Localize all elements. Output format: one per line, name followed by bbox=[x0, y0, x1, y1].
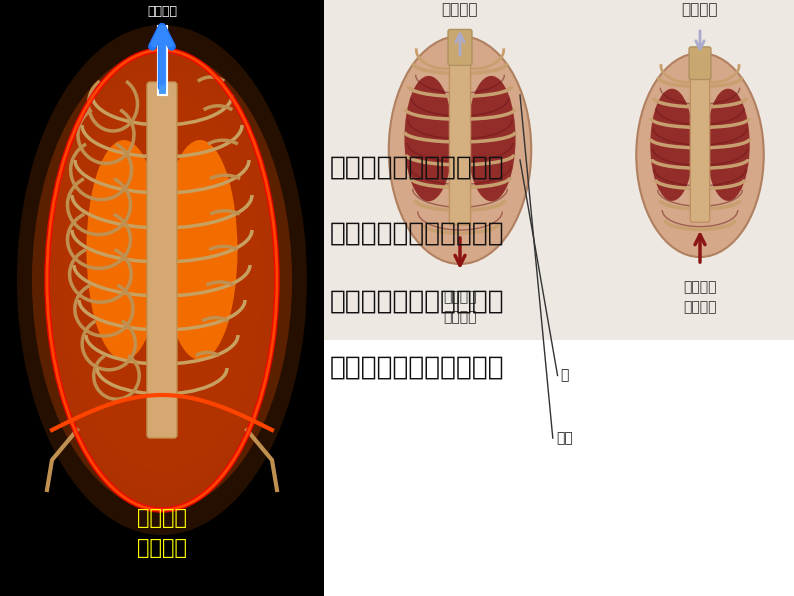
Text: 膈肌舒张: 膈肌舒张 bbox=[137, 508, 187, 528]
FancyBboxPatch shape bbox=[449, 57, 471, 225]
Ellipse shape bbox=[32, 50, 292, 510]
Ellipse shape bbox=[707, 89, 750, 201]
Ellipse shape bbox=[47, 70, 277, 490]
FancyBboxPatch shape bbox=[690, 72, 710, 222]
Bar bbox=[324, 0, 794, 596]
Ellipse shape bbox=[404, 76, 453, 201]
Ellipse shape bbox=[62, 90, 262, 470]
Ellipse shape bbox=[87, 140, 161, 360]
Ellipse shape bbox=[636, 53, 764, 257]
Text: 膈肌收缩: 膈肌收缩 bbox=[443, 290, 476, 304]
Text: 呼气：膈肌舒张，膈顶部: 呼气：膈肌舒张，膈顶部 bbox=[330, 221, 504, 247]
Text: 下降，胸廓上下径增大。: 下降，胸廓上下径增大。 bbox=[330, 289, 504, 315]
Ellipse shape bbox=[17, 25, 307, 535]
Text: 肋骨: 肋骨 bbox=[556, 431, 572, 445]
Ellipse shape bbox=[47, 50, 277, 510]
Text: 膈肌舒张: 膈肌舒张 bbox=[684, 280, 717, 294]
Text: 呼出气体: 呼出气体 bbox=[147, 5, 177, 18]
Text: 位置上升: 位置上升 bbox=[684, 300, 717, 314]
Text: 肺: 肺 bbox=[561, 368, 569, 383]
FancyBboxPatch shape bbox=[147, 82, 177, 438]
FancyBboxPatch shape bbox=[689, 47, 711, 79]
Bar bbox=[324, 340, 794, 596]
Text: 位置下降: 位置下降 bbox=[443, 310, 476, 324]
Text: 吸气：膈肌收缩，膈顶部: 吸气：膈肌收缩，膈顶部 bbox=[330, 355, 504, 381]
Ellipse shape bbox=[650, 89, 694, 201]
Bar bbox=[324, 0, 794, 340]
Text: 呼出气体: 呼出气体 bbox=[682, 2, 719, 17]
Ellipse shape bbox=[467, 76, 515, 201]
FancyBboxPatch shape bbox=[448, 29, 472, 66]
Text: 上升，胸廓上下径减小。: 上升，胸廓上下径减小。 bbox=[330, 155, 504, 181]
Text: 位置上升: 位置上升 bbox=[137, 538, 187, 558]
Ellipse shape bbox=[163, 140, 237, 360]
Ellipse shape bbox=[389, 36, 531, 264]
Text: 吸入气体: 吸入气体 bbox=[441, 2, 478, 17]
